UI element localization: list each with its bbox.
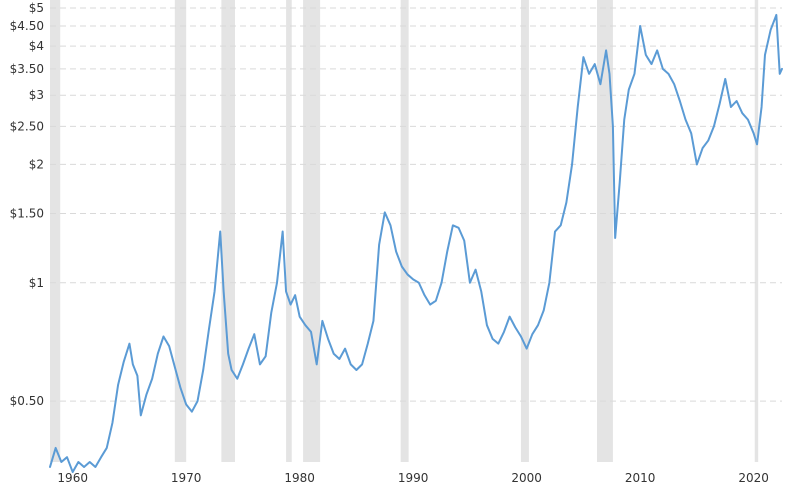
recession-band-0 [50, 0, 61, 462]
y-tick-label: $3 [29, 88, 44, 102]
x-axis: 1960 1970 1980 1990 2000 2010 2020 [57, 471, 768, 485]
x-tick-label: 1970 [171, 471, 202, 485]
y-tick-label: $3.50 [10, 62, 44, 76]
recession-band-2 [221, 0, 235, 462]
x-tick-label: 1980 [284, 471, 315, 485]
y-tick-label: $4 [29, 39, 44, 53]
recession-band-4 [303, 0, 321, 462]
x-tick-label: 2000 [511, 471, 542, 485]
x-tick-label: 2020 [738, 471, 769, 485]
recession-band-3 [286, 0, 292, 462]
y-tick-label: $2 [29, 157, 44, 171]
y-axis: $5 $4.50 $4 $3.50 $3 $2.50 $2 $1.50 $1 $0.50 [10, 1, 44, 408]
y-tick-label: $0.50 [10, 394, 44, 408]
recession-shading [50, 0, 759, 462]
recession-band-7 [597, 0, 613, 462]
series-line-0 [49, 13, 783, 474]
recession-band-8 [754, 0, 759, 462]
x-tick-label: 1960 [57, 471, 88, 485]
recession-band-1 [174, 0, 187, 462]
series-group [49, 13, 783, 474]
y-tick-label: $5 [29, 1, 44, 15]
y-tick-label: $2.50 [10, 119, 44, 133]
recession-band-5 [400, 0, 409, 462]
x-tick-label: 2010 [625, 471, 656, 485]
y-tick-label: $4.50 [10, 19, 44, 33]
y-tick-label: $1 [29, 276, 44, 290]
y-tick-label: $1.50 [10, 207, 44, 221]
recession-band-6 [520, 0, 529, 462]
x-tick-label: 1990 [398, 471, 429, 485]
y-gridlines [50, 7, 782, 402]
